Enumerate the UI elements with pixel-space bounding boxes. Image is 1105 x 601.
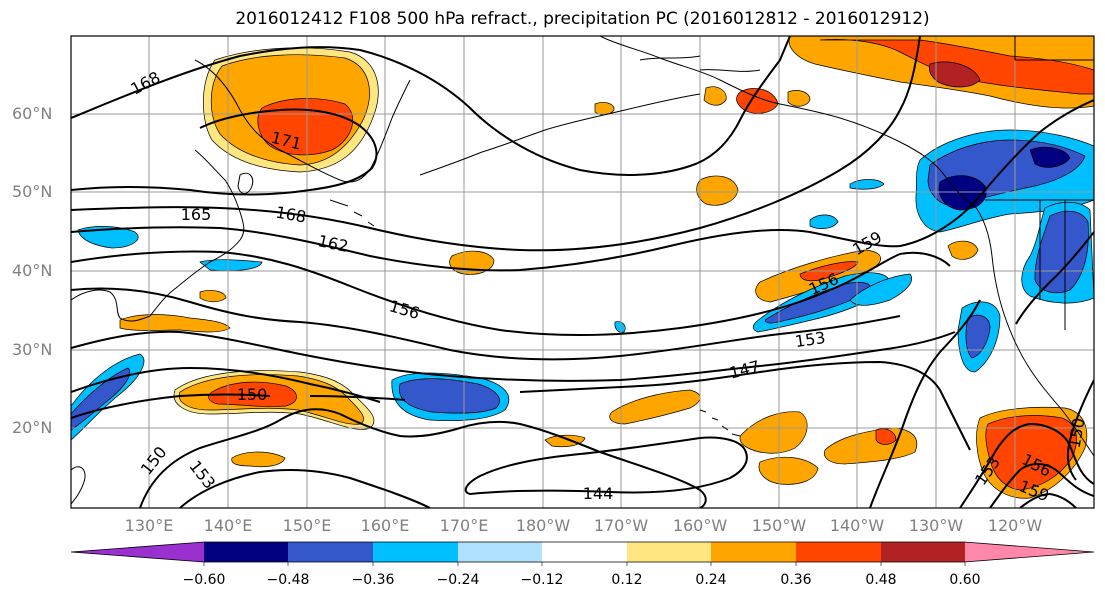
lat-label-30n: 30°N <box>12 340 53 359</box>
map-frame <box>70 35 1095 509</box>
lon-label-130w: 130°W <box>908 516 964 535</box>
lat-label-40n: 40°N <box>12 261 53 280</box>
contour-label-165: 165 <box>181 205 212 224</box>
lon-label-160e: 160°E <box>360 516 410 535</box>
colorbar-tick-label: 0.48 <box>865 572 897 588</box>
colorbar-segment <box>204 542 288 562</box>
lon-label-150e: 150°E <box>282 516 332 535</box>
lon-label-130e: 130°E <box>124 516 174 535</box>
lon-label-120w: 120°W <box>987 516 1043 535</box>
lon-label-140w: 140°W <box>829 516 885 535</box>
map-panel: 168 171 165 168 162 159 156 156 153 147 … <box>71 36 1094 508</box>
colorbar-segment <box>881 542 965 562</box>
colorbar-segment <box>71 542 204 562</box>
colorbar-tick-label: −0.48 <box>266 572 310 588</box>
lat-label-60n: 60°N <box>12 104 53 123</box>
lon-label-170w: 170°W <box>593 516 649 535</box>
lon-label-160w: 160°W <box>672 516 728 535</box>
lon-label-140e: 140°E <box>203 516 253 535</box>
colorbar-segment <box>288 542 373 562</box>
colorbar-segment <box>627 542 711 562</box>
colorbar-tick-label: 0.36 <box>780 572 812 588</box>
colorbar-tick-label: 0.60 <box>949 572 981 588</box>
colorbar-segment <box>965 542 1094 562</box>
colorbar-tick-label: −0.60 <box>182 572 226 588</box>
colorbar-segment <box>711 542 796 562</box>
coastlines <box>71 36 1094 505</box>
colorbar-segment <box>796 542 881 562</box>
contour-label-150: 150 <box>237 385 268 404</box>
colorbar-segment <box>458 542 542 562</box>
colorbar-segment <box>373 542 458 562</box>
colorbar-tick-label: −0.36 <box>351 572 395 588</box>
colorbar-tick-label: 0.24 <box>695 572 727 588</box>
refractivity-contours <box>71 36 1094 508</box>
colorbar-tick-label: −0.12 <box>520 572 564 588</box>
lon-label-170e: 170°E <box>439 516 489 535</box>
colorbar-tick-label: −0.24 <box>436 572 480 588</box>
map-title: 2016012412 F108 500 hPa refract., precip… <box>235 9 930 29</box>
precip-negative-fields <box>71 129 1094 441</box>
contour-label-153: 153 <box>794 328 827 351</box>
colorbar-segment <box>542 542 627 562</box>
lon-label-150w: 150°W <box>751 516 807 535</box>
lon-label-180w: 180°W <box>515 516 571 535</box>
colorbar <box>70 541 1095 566</box>
lat-label-50n: 50°N <box>12 182 53 201</box>
colorbar-tick-label: 0.12 <box>611 572 643 588</box>
contour-label-144: 144 <box>583 484 614 503</box>
lat-label-20n: 20°N <box>12 418 53 437</box>
gridlines <box>71 36 1094 508</box>
